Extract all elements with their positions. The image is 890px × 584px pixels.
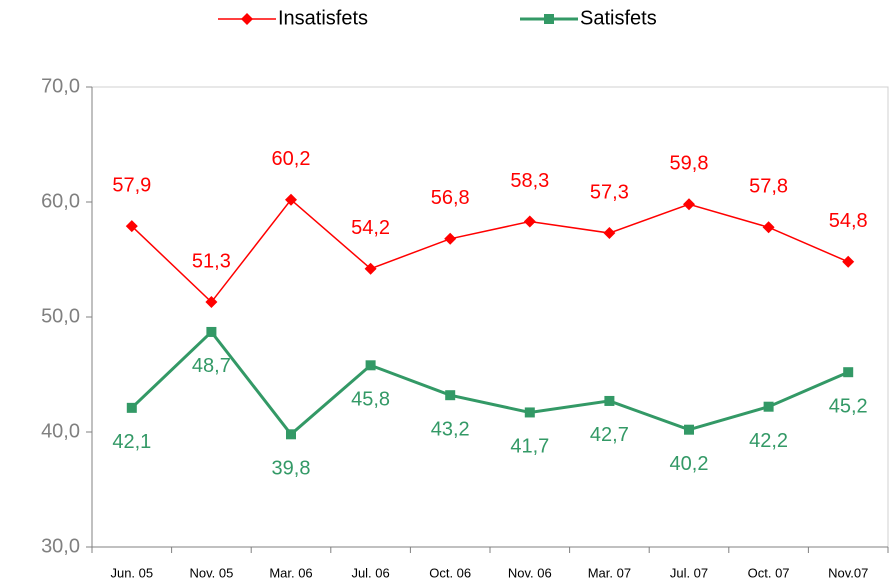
data-label: 59,8 xyxy=(670,153,709,175)
marker xyxy=(444,232,457,245)
marker xyxy=(842,255,855,268)
data-label: 60,2 xyxy=(272,148,311,170)
marker xyxy=(603,227,616,240)
marker xyxy=(445,390,456,401)
marker xyxy=(205,296,218,309)
x-tick-label: Jul. 06 xyxy=(351,565,389,580)
x-tick-label: Nov.07 xyxy=(828,565,868,580)
series-line xyxy=(131,198,849,304)
marker xyxy=(524,407,535,418)
y-tick-label: 60,0 xyxy=(41,190,80,212)
marker xyxy=(285,193,297,206)
data-label: 45,2 xyxy=(829,395,868,417)
data-label: 54,8 xyxy=(829,210,868,232)
x-tick-label: Oct. 06 xyxy=(429,565,471,580)
y-tick-label: 70,0 xyxy=(41,75,80,97)
marker xyxy=(523,215,536,228)
data-label: 45,8 xyxy=(351,389,390,411)
legend-marker xyxy=(544,14,554,24)
plot-frame xyxy=(91,86,889,548)
data-label: 41,7 xyxy=(510,436,549,458)
data-label: 54,2 xyxy=(351,217,390,239)
data-label: 48,7 xyxy=(192,355,231,377)
marker xyxy=(843,367,854,378)
data-label: 42,1 xyxy=(112,431,151,453)
data-label: 39,8 xyxy=(272,458,311,480)
data-label: 42,2 xyxy=(749,430,788,452)
marker xyxy=(763,401,774,412)
series-line xyxy=(130,329,849,437)
marker xyxy=(125,220,138,233)
y-tick-label: 50,0 xyxy=(41,305,80,327)
marker xyxy=(364,262,377,275)
data-label: 40,2 xyxy=(670,453,709,475)
marker xyxy=(206,326,217,337)
marker xyxy=(286,429,296,440)
x-tick-label: Mar. 07 xyxy=(588,565,631,580)
x-tick-label: Mar. 06 xyxy=(269,565,312,580)
marker xyxy=(365,360,376,371)
marker xyxy=(762,221,775,234)
y-tick-label: 40,0 xyxy=(41,420,80,442)
legend-label: Insatisfets xyxy=(278,7,368,29)
data-label: 42,7 xyxy=(590,424,629,446)
marker xyxy=(604,395,615,406)
data-label: 57,9 xyxy=(112,174,151,196)
y-tick-label: 30,0 xyxy=(41,535,80,557)
data-label: 43,2 xyxy=(431,418,470,440)
x-tick-label: Jul. 07 xyxy=(670,565,708,580)
x-tick-label: Nov. 05 xyxy=(189,565,233,580)
x-tick-label: Nov. 06 xyxy=(508,565,552,580)
marker xyxy=(683,198,695,211)
marker xyxy=(684,424,694,435)
legend-marker xyxy=(241,13,253,25)
data-label: 58,3 xyxy=(510,170,549,192)
x-tick-label: Oct. 07 xyxy=(748,565,790,580)
data-label: 57,8 xyxy=(749,176,788,198)
data-label: 56,8 xyxy=(431,187,470,209)
x-tick-label: Jun. 05 xyxy=(110,565,153,580)
data-label: 57,3 xyxy=(590,181,629,203)
marker xyxy=(126,402,137,413)
data-label: 51,3 xyxy=(192,250,231,272)
legend-label: Satisfets xyxy=(580,7,657,29)
